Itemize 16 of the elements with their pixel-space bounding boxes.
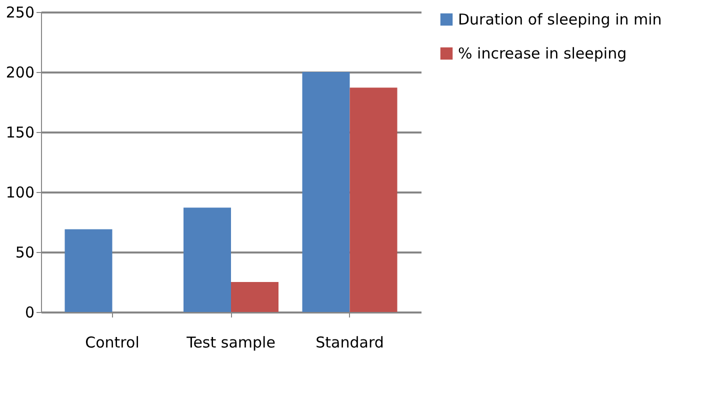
y-tick-label: 150: [6, 124, 34, 142]
legend-label: % increase in sleeping: [458, 44, 627, 62]
y-tick-label: 50: [15, 244, 34, 262]
y-tick-label: 250: [6, 4, 34, 22]
y-tick-label: 0: [24, 304, 34, 322]
bar: [231, 282, 278, 312]
bar: [184, 208, 231, 312]
x-tick-label: Control: [85, 334, 140, 352]
legend-label: Duration of sleeping in min: [458, 10, 662, 28]
bar: [302, 72, 350, 312]
y-tick-label: 100: [6, 184, 34, 202]
bar: [350, 88, 398, 312]
x-tick-label: Standard: [316, 334, 384, 352]
bar: [64, 229, 112, 312]
x-tick-label: Test sample: [186, 334, 276, 352]
y-tick-label: 200: [6, 64, 34, 82]
